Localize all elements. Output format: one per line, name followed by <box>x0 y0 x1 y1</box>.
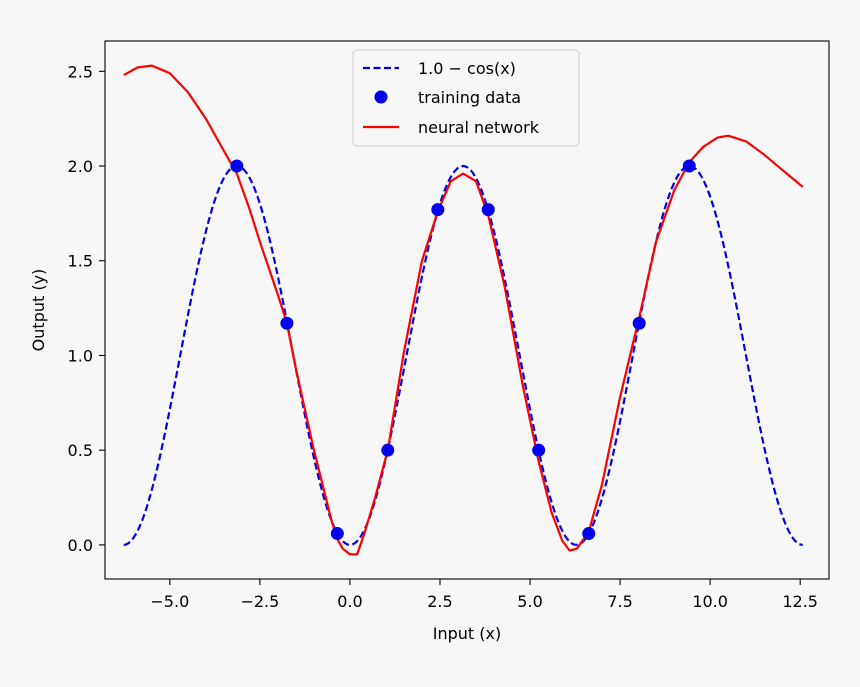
training-data-point <box>280 316 294 330</box>
training-data-point <box>330 527 344 541</box>
training-data-point <box>481 203 495 217</box>
series-line-neural-network <box>123 64 804 556</box>
y-tick-label: 1.0 <box>68 346 93 365</box>
x-tick-label: −5.0 <box>150 592 189 611</box>
training-data-point <box>682 159 696 173</box>
x-axis-ticks: −5.0 −2.5 0.0 2.5 5.0 7.5 10.0 12.5 <box>150 579 818 611</box>
legend-label-network: neural network <box>418 118 540 137</box>
legend-label-training: training data <box>418 88 521 107</box>
x-tick-label: 10.0 <box>692 592 728 611</box>
legend-label-cos: 1.0 − cos(x) <box>418 59 516 78</box>
training-data-point <box>431 203 445 217</box>
legend: 1.0 − cos(x) training data neural networ… <box>352 49 580 147</box>
x-tick-label: 2.5 <box>427 592 452 611</box>
training-data-point <box>230 159 244 173</box>
y-axis-ticks: 0.0 0.5 1.0 1.5 2.0 2.5 <box>68 62 105 555</box>
y-tick-label: 0.0 <box>68 536 93 555</box>
x-tick-label: 12.5 <box>782 592 818 611</box>
plot-frame <box>104 40 830 580</box>
legend-box <box>352 49 580 147</box>
x-tick-label: −2.5 <box>240 592 279 611</box>
y-tick-label: 2.0 <box>68 157 93 176</box>
training-data-point <box>381 443 395 457</box>
training-data-point <box>632 316 646 330</box>
x-axis-label: Input (x) <box>433 624 501 643</box>
training-data-point <box>532 443 546 457</box>
legend-swatch-training <box>374 90 388 104</box>
series-layer <box>123 64 804 556</box>
training-data-point <box>582 527 596 541</box>
y-tick-label: 1.5 <box>68 252 93 271</box>
y-tick-label: 2.5 <box>68 62 93 81</box>
y-tick-label: 0.5 <box>68 441 93 460</box>
x-tick-label: 0.0 <box>337 592 362 611</box>
x-tick-label: 5.0 <box>517 592 542 611</box>
y-axis-label: Output (y) <box>29 269 48 352</box>
x-tick-label: 7.5 <box>607 592 632 611</box>
